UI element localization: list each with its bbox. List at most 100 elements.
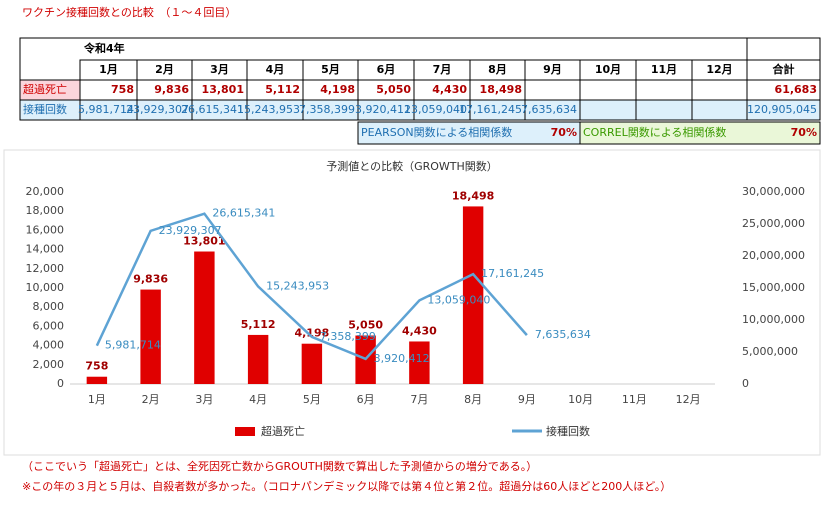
- bar: [194, 251, 215, 384]
- header-text: 6月: [377, 63, 396, 76]
- y2-tick-label: 15,000,000: [742, 281, 805, 294]
- x-tick-label: 4月: [249, 393, 267, 406]
- cell-value: 15,243,953: [237, 103, 300, 116]
- header-text: 4月: [266, 63, 285, 76]
- bar-label: 9,836: [133, 273, 168, 286]
- correl-label: CORREL関数による相関係数: [583, 126, 726, 139]
- year-label: 令和4年: [83, 41, 125, 55]
- header-text: 3月: [210, 63, 229, 76]
- line-label: 15,243,953: [266, 279, 329, 292]
- header-text: 11月: [651, 63, 677, 76]
- y-tick-label: 18,000: [26, 204, 65, 217]
- y2-tick-label: 0: [742, 377, 749, 390]
- cell-value: 3,920,412: [355, 103, 411, 116]
- line-label: 17,161,245: [481, 267, 544, 280]
- heading: ワクチン接種回数との比較 （１～４回目）: [22, 5, 236, 19]
- chart-title: 予測値との比較（GROWTH関数）: [326, 159, 498, 173]
- y-tick-label: 2,000: [33, 358, 65, 371]
- header-text: 2月: [155, 63, 174, 76]
- cell-value: 5,981,714: [78, 103, 134, 116]
- bar-label: 5,112: [241, 318, 276, 331]
- line-label: 7,358,399: [320, 330, 376, 343]
- row-label: 接種回数: [23, 102, 67, 116]
- correl-value: 70%: [791, 126, 817, 139]
- line-label: 5,981,714: [105, 339, 161, 352]
- cell-value: 61,683: [775, 83, 817, 96]
- header-text: 7月: [433, 63, 452, 76]
- correl-cell: [579, 121, 821, 145]
- cell-value: 18,498: [480, 83, 522, 96]
- legend-swatch: [235, 427, 255, 436]
- line-label: 26,615,341: [212, 207, 275, 220]
- bar: [140, 289, 161, 384]
- row-label: 超過死亡: [23, 82, 67, 96]
- header-text: 10月: [595, 63, 621, 76]
- y-tick-label: 16,000: [26, 223, 65, 236]
- cell: [635, 79, 693, 101]
- x-tick-label: 6月: [357, 393, 375, 406]
- bar-label: 18,498: [452, 189, 494, 202]
- cell: [635, 99, 693, 121]
- x-tick-label: 3月: [195, 393, 213, 406]
- x-tick-label: 8月: [464, 393, 482, 406]
- x-tick-label: 10月: [568, 393, 593, 406]
- y2-tick-label: 25,000,000: [742, 217, 805, 230]
- x-tick-label: 2月: [142, 393, 160, 406]
- bar-label: 13,801: [183, 235, 225, 248]
- cell: [579, 99, 637, 121]
- cell-value: 9,836: [154, 83, 189, 96]
- line-label: 3,920,412: [374, 352, 430, 365]
- x-tick-label: 9月: [518, 393, 536, 406]
- cell-value: 17,161,245: [459, 103, 522, 116]
- cell-value: 4,198: [320, 83, 355, 96]
- header-text: 9月: [543, 63, 562, 76]
- y2-tick-label: 30,000,000: [742, 185, 805, 198]
- x-tick-label: 7月: [410, 393, 428, 406]
- y-tick-label: 10,000: [26, 281, 65, 294]
- cell-value: 26,615,341: [181, 103, 244, 116]
- y-tick-label: 4,000: [33, 339, 65, 352]
- bar-label: 4,430: [402, 324, 437, 337]
- header-text: 合計: [773, 62, 795, 76]
- y2-tick-label: 20,000,000: [742, 249, 805, 262]
- x-tick-label: 5月: [303, 393, 321, 406]
- line-label: 23,929,307: [159, 224, 222, 237]
- y-tick-label: 20,000: [26, 185, 65, 198]
- bar: [462, 206, 484, 384]
- x-tick-label: 12月: [676, 393, 701, 406]
- x-tick-label: 1月: [88, 393, 106, 406]
- y2-tick-label: 5,000,000: [742, 345, 798, 358]
- cell: [524, 79, 581, 101]
- header-text: 8月: [488, 63, 507, 76]
- y-tick-label: 14,000: [26, 243, 65, 256]
- bar: [86, 376, 108, 384]
- legend-label: 超過死亡: [261, 424, 305, 438]
- header-text: 5月: [321, 63, 340, 76]
- bar: [301, 343, 323, 384]
- legend-label: 接種回数: [546, 424, 590, 438]
- header-text: 12月: [706, 63, 732, 76]
- y2-tick-label: 10,000,000: [742, 313, 805, 326]
- header-text: 1月: [99, 63, 118, 76]
- cell-value: 7,358,399: [299, 103, 355, 116]
- cell-value: 4,430: [432, 83, 467, 96]
- cell: [579, 79, 637, 101]
- y-tick-label: 6,000: [33, 319, 65, 332]
- line: [95, 212, 528, 361]
- cell-value: 23,929,307: [126, 103, 189, 116]
- bar: [409, 341, 430, 384]
- bar: [247, 334, 269, 384]
- y-tick-label: 12,000: [26, 262, 65, 275]
- cell-value: 13,059,040: [404, 103, 467, 116]
- cell: [691, 79, 748, 101]
- x-tick-label: 11月: [622, 393, 647, 406]
- cell: [691, 99, 748, 121]
- cell: [746, 99, 821, 121]
- line-label: 13,059,040: [427, 293, 490, 306]
- note: ※この年の３月と５月は、自殺者数が多かった。（コロナパンデミック以降では第４位と…: [22, 479, 671, 493]
- y-tick-label: 0: [57, 377, 64, 390]
- cell-value: 13,801: [202, 83, 244, 96]
- line-label: 7,635,634: [535, 328, 591, 341]
- bar-label: 5,050: [348, 319, 383, 332]
